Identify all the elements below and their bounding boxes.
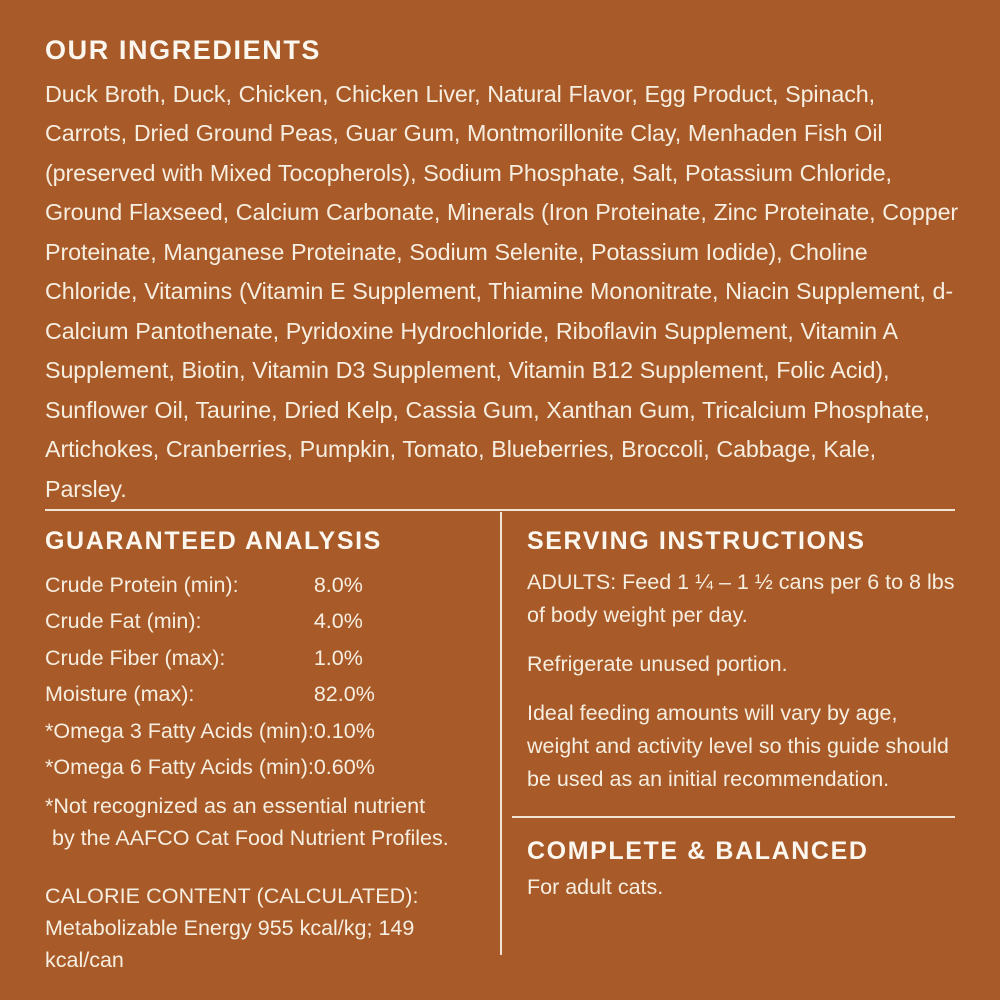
aafco-footnote-line-1: *Not recognized as an essential nutrient — [45, 793, 426, 818]
nutrient-label: *Omega 3 Fatty Acids (min): — [45, 718, 314, 743]
nutrient-label: Crude Protein (min): — [45, 572, 239, 597]
table-row: Moisture (max): 82.0% — [45, 676, 475, 713]
serving-instructions-heading: SERVING INSTRUCTIONS — [527, 527, 866, 555]
guaranteed-analysis-section: GUARANTEED ANALYSIS Crude Protein (min):… — [45, 527, 475, 976]
nutrient-label: Moisture (max): — [45, 682, 195, 706]
nutrient-value: 0.60% — [313, 755, 375, 779]
divider-vertical-column — [500, 512, 502, 955]
nutrient-label: Crude Fat (min): — [45, 609, 202, 633]
table-row: *Omega 6 Fatty Acids (min): 0.60% — [45, 749, 475, 786]
table-row: Crude Protein (min): 8.0% — [45, 567, 475, 604]
table-row: *Omega 3 Fatty Acids (min): 0.10% — [45, 713, 475, 750]
calorie-content-title: CALORIE CONTENT (CALCULATED): — [45, 883, 419, 908]
guaranteed-analysis-table: Crude Protein (min): 8.0% Crude Fat (min… — [45, 567, 475, 786]
serving-instructions-section: SERVING INSTRUCTIONS ADULTS: Feed 1 ¼ – … — [527, 527, 955, 796]
nutrient-label: *Omega 6 Fatty Acids (min): — [45, 755, 314, 779]
nutrient-label: Crude Fiber (max): — [45, 645, 226, 670]
table-row: Crude Fat (min): 4.0% — [45, 603, 475, 640]
nutrient-value: 8.0% — [313, 572, 363, 597]
serving-guidance-text: Ideal feeding amounts will vary by age, … — [527, 700, 949, 791]
serving-refrigerate-text: Refrigerate unused portion. — [527, 651, 788, 676]
ingredients-heading: OUR INGREDIENTS — [45, 35, 322, 65]
nutrient-value: 82.0% — [313, 682, 375, 706]
divider-top-horizontal — [45, 509, 955, 511]
calorie-content-value: Metabolizable Energy 955 kcal/kg; 149 kc… — [45, 915, 415, 972]
aafco-footnote-line-2: by the AAFCO Cat Food Nutrient Profiles. — [52, 825, 449, 850]
nutrient-value: 0.10% — [313, 718, 375, 743]
divider-right-horizontal — [512, 816, 955, 818]
aafco-footnote: *Not recognized as an essential nutrient… — [45, 790, 475, 854]
serving-adults-feeding-text: ADULTS: Feed 1 ¼ – 1 ½ cans per 6 to 8 l… — [527, 569, 955, 627]
table-row: Crude Fiber (max): 1.0% — [45, 640, 475, 677]
ingredients-section: OUR INGREDIENTS Duck Broth, Duck, Chicke… — [45, 35, 960, 509]
complete-balanced-subtext: For adult cats. — [527, 874, 664, 899]
complete-balanced-section: COMPLETE & BALANCED For adult cats. — [527, 837, 955, 902]
nutrient-value: 4.0% — [313, 609, 363, 633]
guaranteed-analysis-heading: GUARANTEED ANALYSIS — [45, 527, 382, 555]
ingredients-list-text: Duck Broth, Duck, Chicken, Chicken Liver… — [45, 80, 959, 502]
complete-balanced-heading: COMPLETE & BALANCED — [527, 837, 869, 865]
calorie-content-section: CALORIE CONTENT (CALCULATED): Metaboliza… — [45, 880, 475, 976]
nutrient-value: 1.0% — [313, 645, 363, 670]
